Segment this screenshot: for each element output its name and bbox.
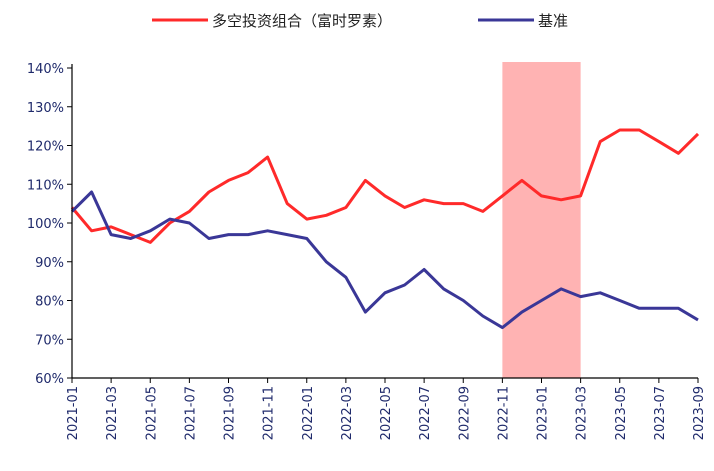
y-tick-label: 70% (35, 333, 64, 348)
highlight-band (502, 62, 581, 378)
x-tick-label: 2021-01 (66, 386, 81, 440)
series-line-1 (70, 128, 700, 244)
x-tick-label: 2022-07 (418, 386, 433, 440)
y-tick-label: 100% (27, 217, 64, 232)
x-tick-label: 2023-01 (536, 386, 551, 440)
series-line-2 (70, 190, 699, 330)
x-tick-label: 2021-03 (105, 386, 120, 440)
y-tick-label: 110% (27, 178, 64, 193)
x-tick-label: 2021-09 (223, 386, 238, 440)
y-tick-label: 140% (27, 62, 64, 77)
x-tick-label: 2022-05 (379, 386, 394, 440)
x-tick-label: 2022-03 (340, 386, 355, 440)
x-tick-label: 2022-11 (496, 386, 511, 440)
x-tick-label: 2023-07 (653, 386, 668, 440)
legend-label-portfolio: 多空投资组合（富时罗素） (212, 12, 392, 30)
y-tick-label: 90% (35, 256, 64, 271)
y-tick-label: 60% (35, 372, 64, 387)
legend-label-benchmark: 基准 (538, 12, 568, 30)
x-tick-label: 2022-09 (457, 386, 472, 440)
y-tick-label: 130% (27, 101, 64, 116)
x-tick-label: 2021-07 (183, 386, 198, 440)
x-tick-label: 2022-01 (301, 386, 316, 440)
y-tick-label: 80% (35, 295, 64, 310)
x-tick-label: 2021-11 (262, 386, 277, 440)
x-tick-label: 2023-09 (692, 386, 707, 440)
y-tick-label: 120% (27, 140, 64, 155)
x-tick-label: 2021-05 (144, 386, 159, 440)
x-tick-label: 2023-03 (575, 386, 590, 440)
x-tick-label: 2023-05 (614, 386, 629, 440)
